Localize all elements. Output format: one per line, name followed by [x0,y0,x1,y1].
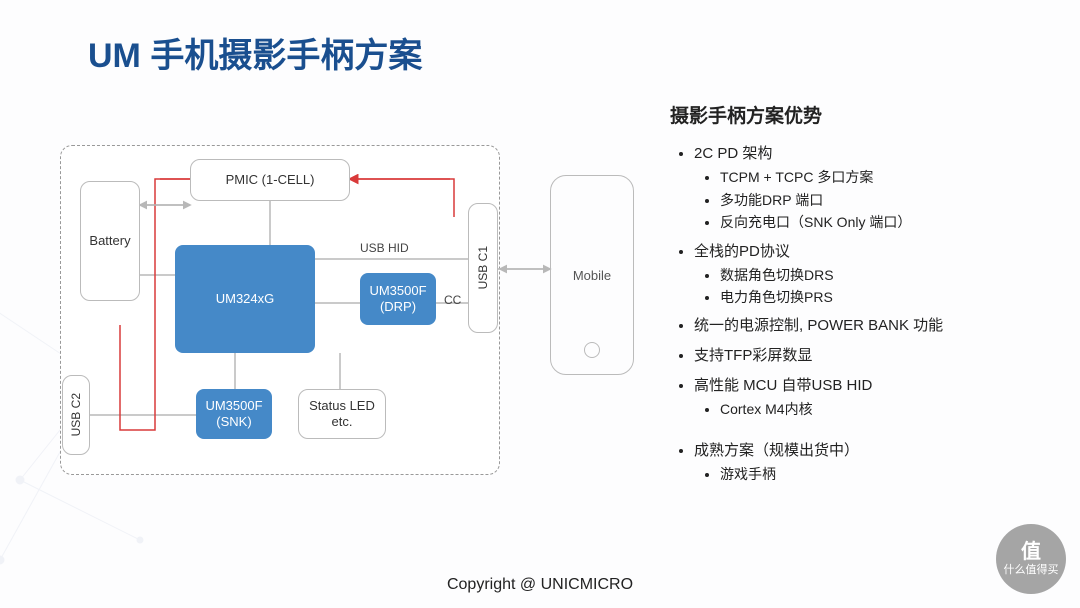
block-usb-c2: USB C2 [62,375,90,455]
block-mobile: Mobile [550,175,634,375]
advantage-item: 高性能 MCU 自带USB HIDCortex M4内核 [694,374,1060,420]
watermark-badge: 值 什么值得买 [996,524,1066,594]
block-um3500f-drp: UM3500F (DRP) [360,273,436,325]
block-um324xg: UM324xG [175,245,315,353]
advantages-list: 2C PD 架构TCPM + TCPC 多口方案多功能DRP 端口反向充电口（S… [670,142,1060,485]
advantage-subitem: 数据角色切换DRS [720,264,1060,286]
advantage-item: 全栈的PD协议数据角色切换DRS电力角色切换PRS [694,240,1060,309]
phone-home-icon [584,342,600,358]
block-diagram: Battery PMIC (1-CELL) UM324xG UM3500F (D… [60,145,640,485]
block-pmic: PMIC (1-CELL) [190,159,350,201]
advantage-subitem: 游戏手柄 [720,463,1060,485]
block-um3500f-snk: UM3500F (SNK) [196,389,272,439]
advantage-subitem: 电力角色切换PRS [720,286,1060,308]
page-title: UM 手机摄影手柄方案 [88,28,422,77]
block-usb-c1: USB C1 [468,203,498,333]
advantage-item: 统一的电源控制, POWER BANK 功能 [694,314,1060,338]
advantage-item: 成熟方案（规模出货中）游戏手柄 [694,439,1060,485]
advantage-item: 2C PD 架构TCPM + TCPC 多口方案多功能DRP 端口反向充电口（S… [694,142,1060,233]
advantage-subitem: 反向充电口（SNK Only 端口） [720,211,1060,233]
label-usb-hid: USB HID [360,241,409,255]
advantages-section: 摄影手柄方案优势 2C PD 架构TCPM + TCPC 多口方案多功能DRP … [670,102,1060,491]
copyright: Copyright @ UNICMICRO [0,576,1080,594]
watermark-bottom: 什么值得买 [1004,564,1059,577]
advantage-subitem: Cortex M4内核 [720,398,1060,420]
label-cc: CC [444,293,461,307]
advantage-item: 支持TFP彩屏数显 [694,344,1060,368]
advantage-subitem: TCPM + TCPC 多口方案 [720,166,1060,188]
watermark-top: 值 [1021,540,1041,564]
advantage-subitem: 多功能DRP 端口 [720,189,1060,211]
advantages-heading: 摄影手柄方案优势 [670,102,1060,132]
block-battery: Battery [80,181,140,301]
block-status-led: Status LED etc. [298,389,386,439]
